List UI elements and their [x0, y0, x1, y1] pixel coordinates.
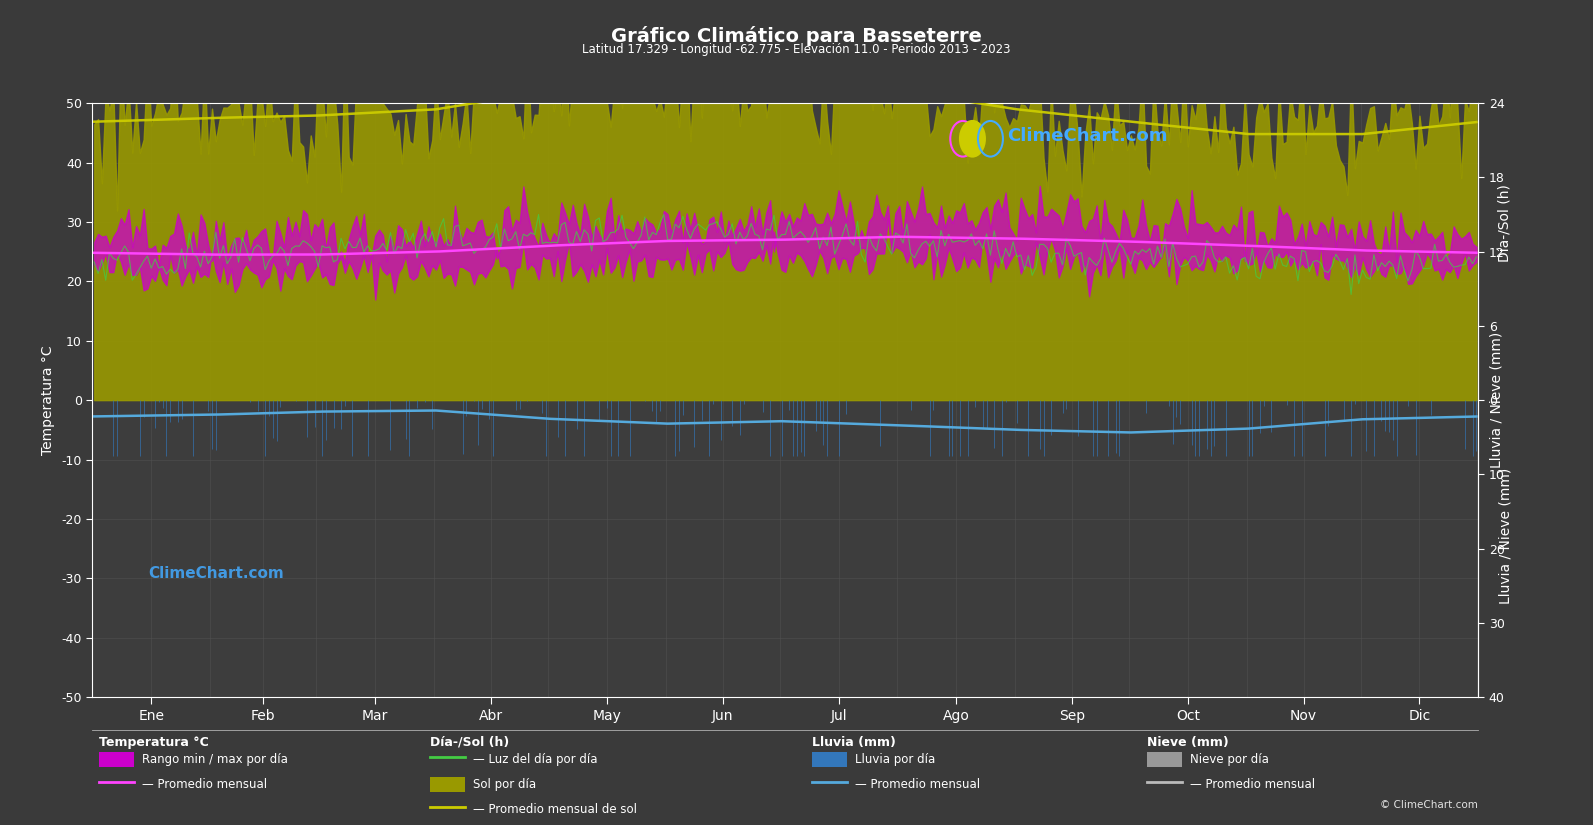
Text: Latitud 17.329 - Longitud -62.775 - Elevación 11.0 - Periodo 2013 - 2023: Latitud 17.329 - Longitud -62.775 - Elev… [583, 43, 1010, 56]
Ellipse shape [961, 121, 984, 157]
Text: — Promedio mensual: — Promedio mensual [1190, 778, 1316, 791]
Text: — Promedio mensual: — Promedio mensual [142, 778, 268, 791]
Text: Día-/Sol (h): Día-/Sol (h) [1499, 184, 1512, 262]
Text: ClimeChart.com: ClimeChart.com [1007, 127, 1168, 145]
Text: Temperatura °C: Temperatura °C [99, 736, 209, 749]
Text: Lluvia por día: Lluvia por día [855, 753, 935, 766]
Text: Nieve por día: Nieve por día [1190, 753, 1270, 766]
Y-axis label: Temperatura °C: Temperatura °C [40, 346, 54, 455]
Text: Lluvia (mm): Lluvia (mm) [812, 736, 897, 749]
Text: Gráfico Climático para Basseterre: Gráfico Climático para Basseterre [612, 26, 981, 46]
Text: Sol por día: Sol por día [473, 778, 537, 791]
Text: — Luz del día por día: — Luz del día por día [473, 753, 597, 766]
Text: — Promedio mensual de sol: — Promedio mensual de sol [473, 803, 637, 816]
Text: Nieve (mm): Nieve (mm) [1147, 736, 1228, 749]
Text: Día-/Sol (h): Día-/Sol (h) [430, 736, 510, 749]
Y-axis label: Lluvia / Nieve (mm): Lluvia / Nieve (mm) [1489, 332, 1504, 469]
Text: Rango min / max por día: Rango min / max por día [142, 753, 288, 766]
Text: Lluvia / Nieve (mm): Lluvia / Nieve (mm) [1499, 468, 1512, 605]
Text: ClimeChart.com: ClimeChart.com [148, 567, 284, 582]
Text: — Promedio mensual: — Promedio mensual [855, 778, 981, 791]
Text: © ClimeChart.com: © ClimeChart.com [1381, 800, 1478, 810]
